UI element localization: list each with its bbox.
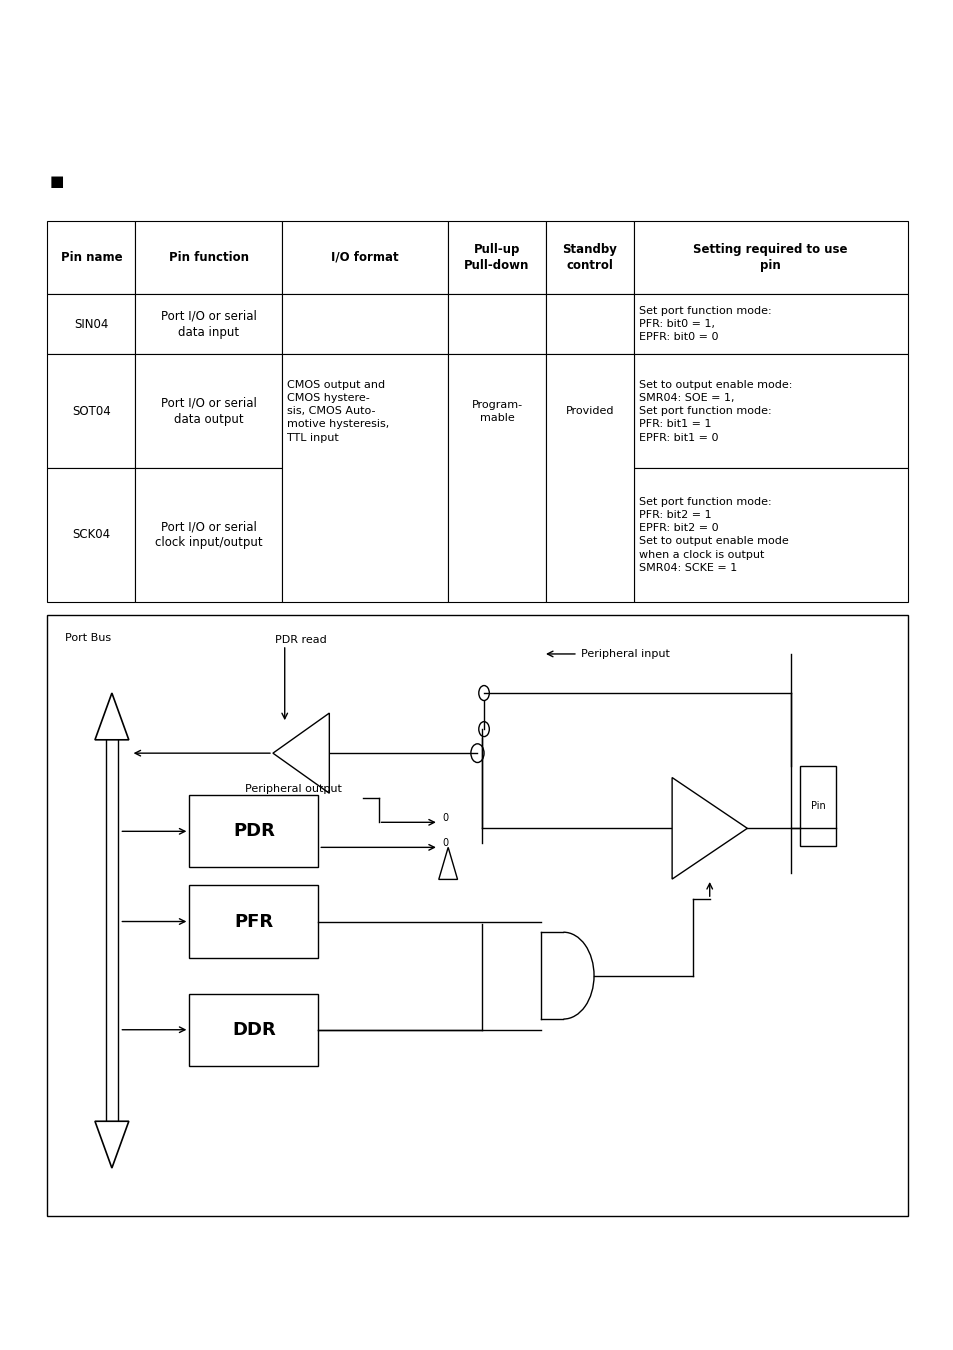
- Bar: [545, 354, 633, 602]
- Bar: [545, 294, 633, 354]
- Text: Pin: Pin: [810, 802, 824, 811]
- Bar: [48, 614, 906, 1216]
- Polygon shape: [672, 778, 746, 879]
- Text: Port I/O or serial
clock input/output: Port I/O or serial clock input/output: [154, 520, 262, 549]
- Bar: [135, 468, 282, 602]
- Text: ■: ■: [50, 174, 64, 189]
- Text: I/O format: I/O format: [331, 251, 398, 265]
- Text: PDR read: PDR read: [275, 634, 327, 645]
- Bar: [48, 354, 135, 468]
- Text: PDR: PDR: [233, 822, 274, 840]
- Polygon shape: [273, 713, 329, 794]
- Text: SOT04: SOT04: [71, 405, 111, 417]
- Text: Set port function mode:
PFR: bit0 = 1,
EPFR: bit0 = 0: Set port function mode: PFR: bit0 = 1, E…: [638, 306, 770, 343]
- Polygon shape: [438, 848, 457, 879]
- Bar: [448, 220, 545, 294]
- Polygon shape: [95, 693, 129, 740]
- Text: PFR: PFR: [234, 913, 274, 930]
- Bar: [282, 354, 448, 602]
- Bar: [189, 795, 318, 868]
- Bar: [633, 468, 906, 602]
- Text: Pin function: Pin function: [169, 251, 249, 265]
- Bar: [633, 294, 906, 354]
- Polygon shape: [95, 1122, 129, 1168]
- Text: Port Bus: Port Bus: [65, 633, 111, 643]
- Text: SCK04: SCK04: [72, 528, 111, 541]
- Bar: [48, 220, 135, 294]
- Bar: [48, 294, 135, 354]
- Bar: [545, 220, 633, 294]
- Text: SIN04: SIN04: [74, 317, 109, 331]
- Text: CMOS output and
CMOS hystere-
sis, CMOS Auto-
motive hysteresis,
TTL input: CMOS output and CMOS hystere- sis, CMOS …: [286, 379, 389, 443]
- Bar: [135, 354, 282, 468]
- Text: Program-
mable: Program- mable: [471, 400, 522, 423]
- Text: 0: 0: [442, 813, 448, 823]
- Bar: [448, 354, 545, 602]
- Bar: [189, 994, 318, 1065]
- Text: Setting required to use
pin: Setting required to use pin: [693, 243, 847, 271]
- Bar: [800, 767, 835, 846]
- Bar: [48, 468, 135, 602]
- Bar: [282, 294, 448, 354]
- Text: 0: 0: [442, 838, 448, 848]
- Text: Peripheral output: Peripheral output: [245, 784, 342, 794]
- Bar: [633, 220, 906, 294]
- Text: Set port function mode:
PFR: bit2 = 1
EPFR: bit2 = 0
Set to output enable mode
w: Set port function mode: PFR: bit2 = 1 EP…: [638, 497, 787, 572]
- Bar: [448, 294, 545, 354]
- Text: Standby
control: Standby control: [562, 243, 617, 271]
- Text: Pin name: Pin name: [60, 251, 122, 265]
- Text: DDR: DDR: [232, 1021, 275, 1038]
- Bar: [282, 220, 448, 294]
- Text: Peripheral input: Peripheral input: [580, 649, 669, 659]
- Bar: [135, 294, 282, 354]
- Text: Port I/O or serial
data output: Port I/O or serial data output: [160, 397, 256, 425]
- Text: Port I/O or serial
data input: Port I/O or serial data input: [160, 309, 256, 339]
- Text: Set to output enable mode:
SMR04: SOE = 1,
Set port function mode:
PFR: bit1 = 1: Set to output enable mode: SMR04: SOE = …: [638, 379, 791, 443]
- Bar: [135, 220, 282, 294]
- Bar: [633, 354, 906, 468]
- Text: Provided: Provided: [565, 406, 614, 416]
- Text: Pull-up
Pull-down: Pull-up Pull-down: [464, 243, 529, 271]
- Bar: [189, 886, 318, 957]
